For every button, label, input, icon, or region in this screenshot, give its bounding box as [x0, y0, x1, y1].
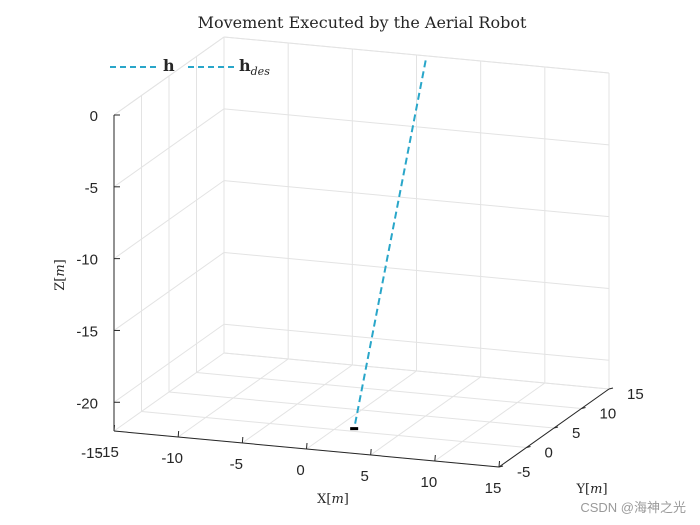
- z-tick-label: 0: [90, 108, 98, 125]
- x-tick-label: 0: [296, 462, 304, 479]
- legend-label-h: h: [163, 56, 175, 75]
- grid-line: [113, 323, 225, 403]
- x-axis-label: X[m]: [317, 492, 349, 507]
- grid-line: [113, 252, 225, 331]
- x-tick-label: -15: [97, 444, 119, 461]
- box-edge: [113, 36, 225, 116]
- z-axis-label: Z[m]: [53, 259, 68, 291]
- y-tick-label: 5: [572, 425, 580, 442]
- legend-label-hdes: hdes: [239, 56, 270, 78]
- y-tick-mark: [498, 465, 504, 468]
- x-tick-mark: [306, 442, 308, 450]
- z-tick-label: -5: [85, 180, 98, 197]
- series-line-h: [353, 60, 427, 429]
- y-tick-mark: [581, 407, 586, 409]
- x-tick-mark: [498, 460, 500, 468]
- x-tick-label-corner: -15: [81, 445, 103, 462]
- x-tick-mark: [177, 430, 180, 438]
- grid-line: [113, 180, 225, 260]
- x-tick-label: 5: [360, 468, 368, 485]
- grid-line: [168, 391, 555, 429]
- x-tick-label: -10: [161, 450, 183, 467]
- y-tick-label: 0: [545, 445, 553, 462]
- box-edge: [223, 36, 610, 74]
- grid-line: [141, 411, 527, 448]
- box-edge: [223, 352, 610, 390]
- y-tick-mark: [608, 387, 614, 390]
- y-axis-ticks: -5 0 5 10 15: [498, 386, 644, 481]
- x-axis-ticks: -15 -10 -5 0 5 10 15 -15: [81, 424, 502, 497]
- y-tick-mark: [553, 426, 559, 429]
- grid-line: [223, 251, 610, 289]
- chart-title: Movement Executed by the Aerial Robot: [198, 13, 527, 32]
- grid-line: [113, 108, 225, 188]
- x-tick-label: 10: [420, 474, 437, 491]
- grid-lines: [113, 36, 610, 468]
- z-tick-label: -20: [76, 395, 98, 412]
- legend: h hdes: [110, 56, 270, 78]
- x-tick-mark: [113, 424, 115, 432]
- x-tick-label: 15: [485, 480, 502, 497]
- axes-lines: [113, 115, 610, 468]
- y-axis-label: Y[m]: [575, 482, 607, 497]
- grid-line: [223, 180, 610, 218]
- watermark: CSDN @海神之光: [580, 500, 686, 515]
- x-tick-mark: [370, 448, 372, 456]
- grid-line: [196, 372, 582, 409]
- grid-line: [223, 108, 610, 146]
- y-tick-label: -5: [517, 464, 530, 481]
- z-tick-label: -10: [76, 252, 98, 269]
- y-tick-label: 15: [627, 386, 644, 403]
- x-tick-mark: [241, 436, 244, 444]
- y-tick-mark: [526, 446, 531, 448]
- x-tick-mark: [434, 454, 436, 462]
- z-axis-ticks: -20 -15 -10 -5 0: [76, 108, 120, 412]
- y-tick-label: 10: [600, 406, 617, 423]
- end-marker: [350, 427, 359, 431]
- z-tick-label: -15: [76, 323, 98, 340]
- x-tick-label: -5: [230, 456, 243, 473]
- grid-line: [223, 323, 610, 361]
- series-layer: [350, 60, 427, 431]
